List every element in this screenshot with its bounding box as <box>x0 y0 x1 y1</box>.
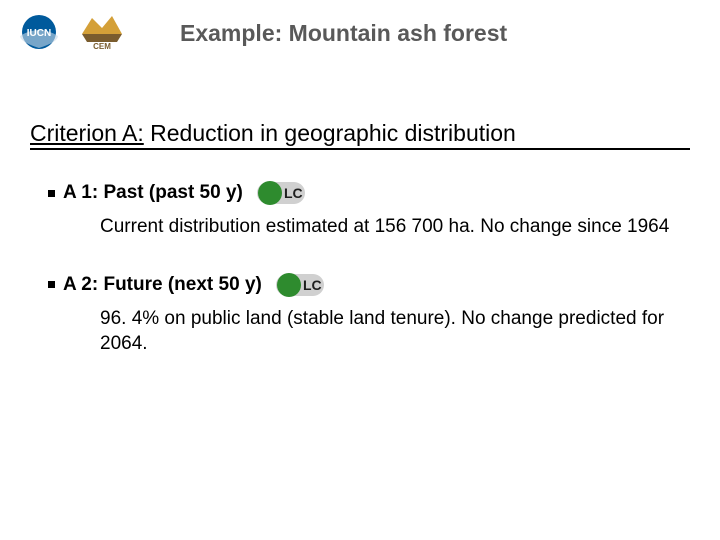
iucn-logo: IUCN <box>14 14 64 50</box>
cem-logo: CEM <box>72 14 127 50</box>
content-area: A 1: Past (past 50 y) LC Current distrib… <box>30 180 680 389</box>
bullet-icon <box>48 190 55 197</box>
logo-area: IUCN CEM <box>14 14 127 50</box>
svg-text:LC: LC <box>303 277 322 293</box>
bullet-title: A 2: Future (next 50 y) <box>63 274 262 296</box>
criterion-label: Criterion A: <box>30 120 144 146</box>
bullet-body: Current distribution estimated at 156 70… <box>30 214 680 240</box>
slide-title: Example: Mountain ash forest <box>180 20 680 47</box>
lc-badge: LC <box>257 180 305 206</box>
bullet-icon <box>48 281 55 288</box>
cem-logo-text: CEM <box>93 42 111 50</box>
criterion-heading: Criterion A: Reduction in geographic dis… <box>30 120 690 150</box>
list-item: A 1: Past (past 50 y) LC Current distrib… <box>30 180 680 240</box>
bullet-head: A 2: Future (next 50 y) LC <box>30 272 680 298</box>
criterion-text: Reduction in geographic distribution <box>150 120 516 146</box>
bullet-title: A 1: Past (past 50 y) <box>63 182 243 204</box>
bullet-body: 96. 4% on public land (stable land tenur… <box>30 306 680 357</box>
svg-text:LC: LC <box>284 185 303 201</box>
lc-badge: LC <box>276 272 324 298</box>
list-item: A 2: Future (next 50 y) LC 96. 4% on pub… <box>30 272 680 357</box>
bullet-head: A 1: Past (past 50 y) LC <box>30 180 680 206</box>
iucn-logo-text: IUCN <box>27 28 51 39</box>
